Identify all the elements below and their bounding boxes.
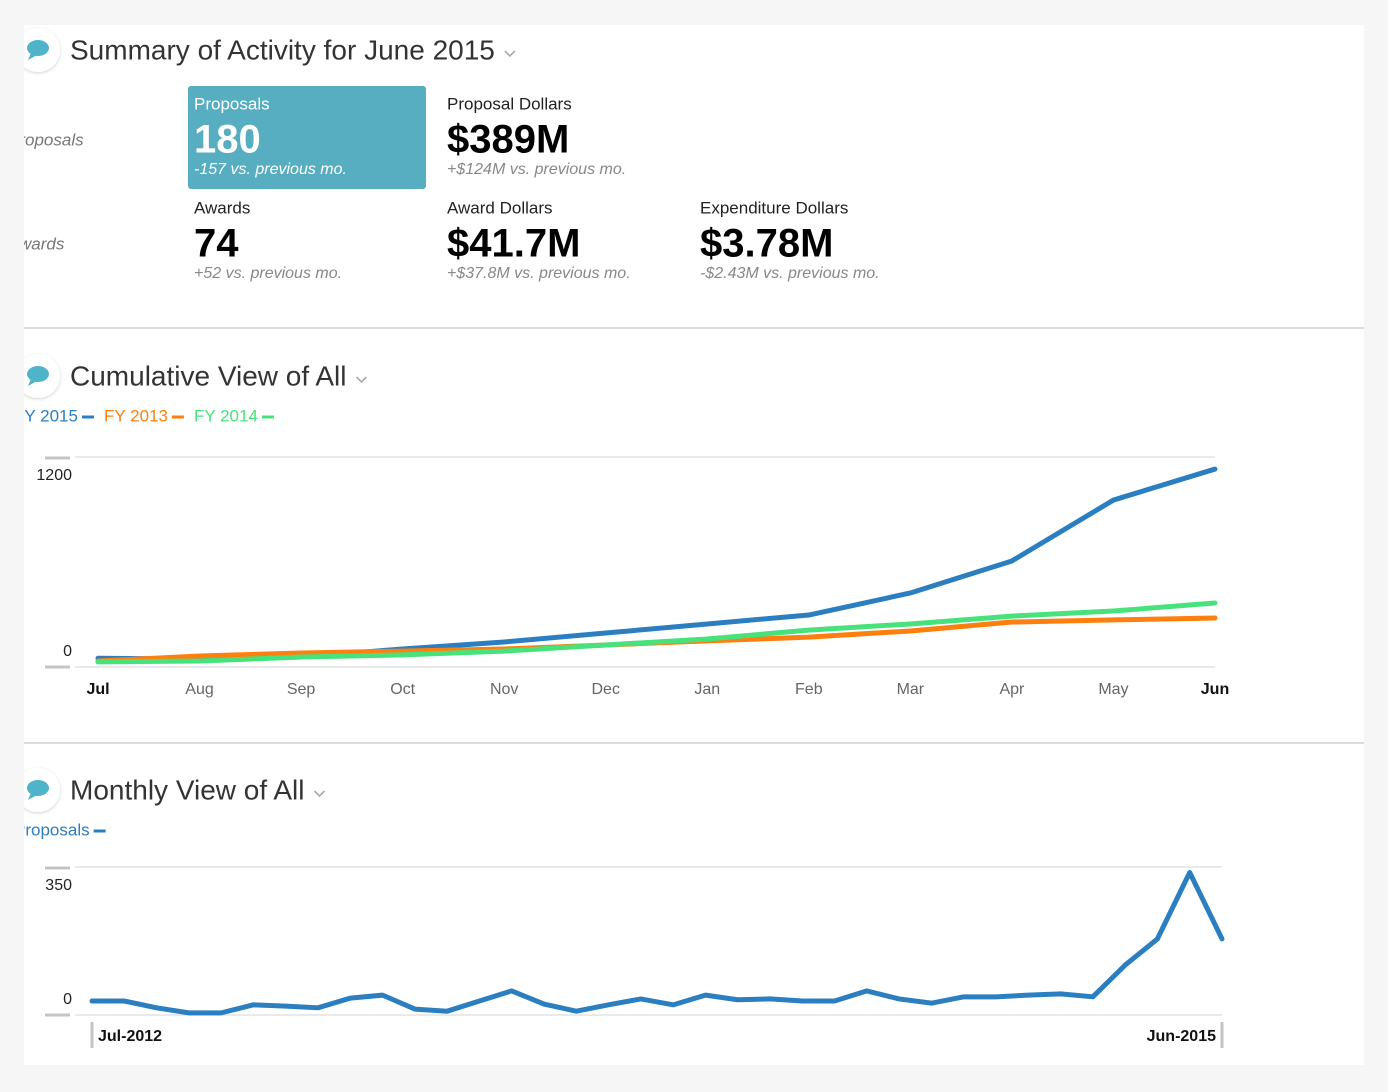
legend-label[interactable]: FY 2015	[14, 406, 78, 425]
metric-value: 74	[194, 222, 239, 266]
x-tick-label: Aug	[185, 681, 213, 698]
row-label: Proposals	[8, 130, 84, 149]
metric-value: $389M	[447, 118, 569, 162]
x-tick-label: Jun-2015	[1147, 1028, 1216, 1045]
y-tick-label: 1200	[36, 467, 72, 484]
metric-value: 180	[194, 118, 261, 162]
section-title: Summary of Activity for June 2015	[70, 34, 495, 65]
dropdown-chevron[interactable]	[313, 790, 326, 798]
x-tick-label: Dec	[592, 681, 620, 698]
x-tick-label: May	[1098, 681, 1128, 698]
metric-label: Proposal Dollars	[447, 94, 572, 113]
legend-label[interactable]: FY 2013	[104, 406, 168, 425]
comment-icon[interactable]	[16, 28, 60, 72]
dropdown-chevron[interactable]	[504, 50, 516, 58]
metric-value: $3.78M	[700, 222, 833, 266]
comment-icon[interactable]	[16, 768, 60, 812]
metric-tile-selected[interactable]	[188, 86, 426, 189]
x-tick-label: Jul	[86, 681, 109, 698]
metric-change: +52 vs. previous mo.	[194, 265, 342, 282]
content: Summary of Activity for June 2015 Cumula…	[7, 28, 1364, 1048]
metric-label: Awards	[194, 198, 250, 217]
panel	[24, 25, 1364, 1065]
section-title: Cumulative View of All	[70, 360, 347, 391]
x-tick-label: Jul-2012	[98, 1028, 162, 1045]
x-tick-label: Jun	[1201, 681, 1229, 698]
y-tick-label: 0	[63, 991, 72, 1008]
x-tick-label: Feb	[795, 681, 823, 698]
y-tick-label: 350	[45, 877, 72, 894]
series-line	[89, 869, 1225, 1016]
x-tick-label: Nov	[490, 681, 518, 698]
legend-label[interactable]: FY 2014	[194, 406, 258, 425]
section-title: Monthly View of All	[70, 774, 305, 805]
metric-change: +$124M vs. previous mo.	[447, 161, 626, 178]
metric-change: -$2.43M vs. previous mo.	[700, 265, 880, 282]
metric-label: Proposals	[194, 94, 270, 113]
x-tick-label: Apr	[999, 681, 1025, 698]
x-tick-label: Sep	[287, 681, 316, 698]
x-tick-label: Mar	[897, 681, 925, 698]
row-label: Awards	[7, 234, 65, 253]
metric-label: Award Dollars	[447, 198, 553, 217]
metric-value: $41.7M	[447, 222, 580, 266]
x-tick-label: Jan	[694, 681, 720, 698]
metric-change: -157 vs. previous mo.	[194, 161, 347, 178]
legend-label[interactable]: Proposals	[14, 820, 90, 839]
series-line	[95, 600, 1218, 665]
x-tick-label: Oct	[390, 681, 415, 698]
comment-icon[interactable]	[16, 354, 60, 398]
metric-label: Expenditure Dollars	[700, 198, 848, 217]
dropdown-chevron[interactable]	[355, 376, 368, 384]
y-tick-label: 0	[63, 643, 72, 660]
metric-change: +$37.8M vs. previous mo.	[447, 265, 631, 282]
